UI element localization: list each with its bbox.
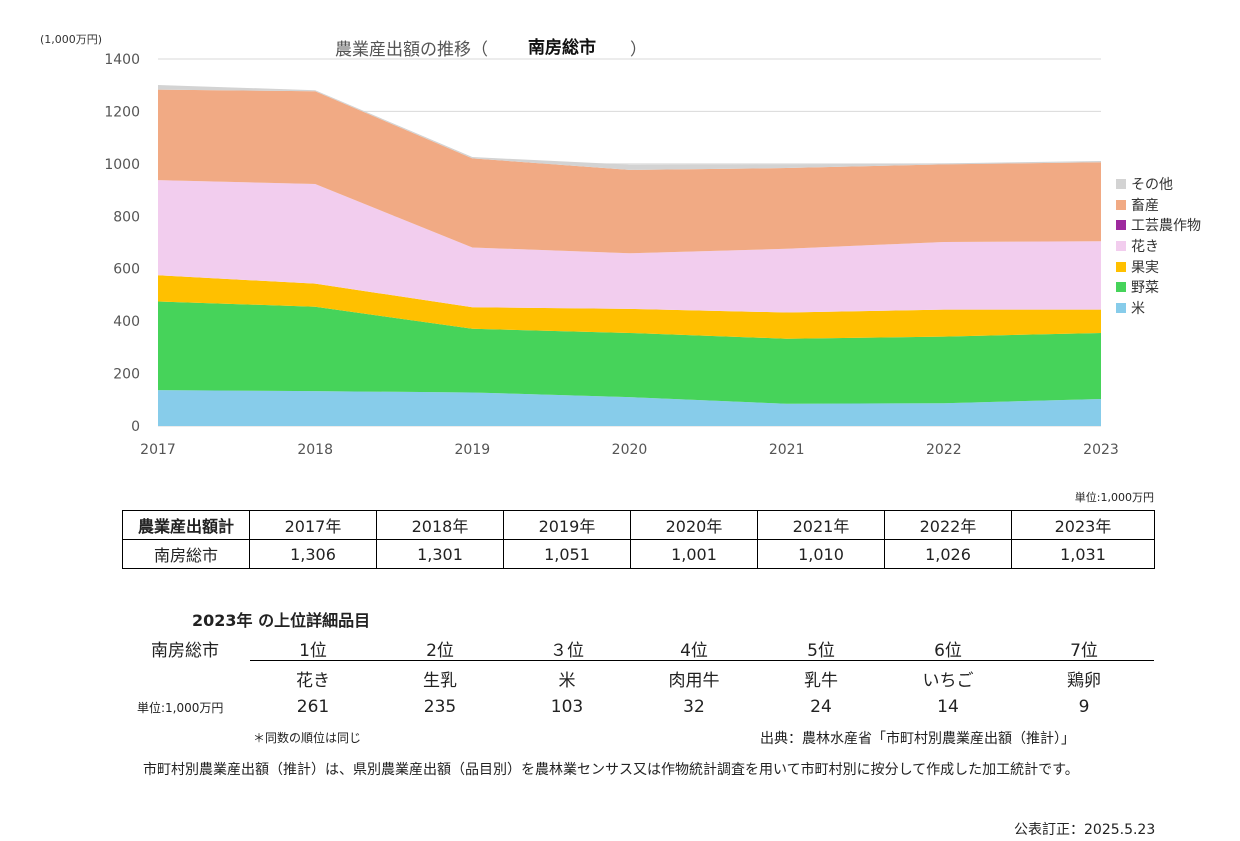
ranking-title: 2023年 の上位詳細品目: [192, 611, 371, 630]
summary-year: 2019年: [503, 510, 631, 540]
summary-value-row: 南房総市 1,306 1,301 1,051 1,001 1,010 1,026…: [122, 539, 1155, 569]
ranking-item: 生乳: [423, 671, 457, 691]
ranking-item: いちご: [922, 671, 974, 691]
ranking-divider: [250, 660, 1154, 661]
chart-title-city: 南房総市: [528, 37, 596, 58]
legend-label: 花き: [1131, 239, 1159, 256]
ranking-rank: ３位: [550, 641, 584, 661]
y-axis-ticks: 0 200 400 600 800 1000 1200 1400: [104, 52, 140, 435]
summary-value: 1,301: [376, 539, 504, 569]
legend-swatch: [1116, 199, 1126, 210]
y-tick-label: 1200: [104, 104, 140, 120]
ranking-rank: 6位: [934, 641, 962, 661]
x-tick-label: 2021: [769, 442, 805, 458]
legend-label: 果実: [1131, 259, 1159, 276]
area-series: [158, 390, 1101, 426]
stacked-areas: [158, 84, 1101, 426]
ranking-value: 14: [937, 697, 959, 717]
legend-swatch: [1116, 241, 1126, 252]
x-tick-label: 2022: [926, 442, 962, 458]
summary-year: 2018年: [376, 510, 504, 540]
ranking-rank: 1位: [299, 641, 327, 661]
ranking-rank: 2位: [426, 641, 454, 661]
summary-table: 農業産出額計 2017年 2018年 2019年 2020年 2021年 202…: [122, 510, 1155, 569]
summary-city: 南房総市: [122, 539, 250, 569]
legend-label: 工芸農作物: [1131, 218, 1201, 235]
x-tick-label: 2020: [612, 442, 648, 458]
legend-item: 花き: [1116, 236, 1201, 257]
ranking-rank: 4位: [680, 641, 708, 661]
legend-swatch: [1116, 282, 1126, 293]
summary-unit: 単位:1,000万円: [1074, 491, 1154, 504]
summary-value: 1,026: [884, 539, 1012, 569]
ranking-note: ＊同数の順位は同じ: [253, 731, 362, 745]
legend-swatch: [1116, 179, 1126, 190]
y-tick-label: 1000: [104, 157, 140, 173]
area-series: [158, 89, 1101, 254]
summary-year: 2023年: [1011, 510, 1155, 540]
ranking-value: 235: [423, 697, 457, 717]
ranking-item: 鶏卵: [1067, 671, 1101, 691]
summary-value: 1,031: [1011, 539, 1155, 569]
legend-item: 野菜: [1116, 277, 1201, 298]
summary-value: 1,051: [503, 539, 631, 569]
y-axis-unit-label: (1,000万円): [40, 33, 102, 46]
area-series: [158, 180, 1101, 313]
x-tick-label: 2019: [455, 442, 491, 458]
x-tick-label: 2018: [297, 442, 333, 458]
ranking-value: 24: [810, 697, 832, 717]
summary-value: 1,306: [249, 539, 377, 569]
published-date: 公表訂正：2025.5.23: [1014, 822, 1156, 838]
legend-label: 米: [1131, 300, 1145, 317]
legend-swatch: [1116, 302, 1126, 313]
legend-label: その他: [1131, 177, 1173, 194]
area-series: [158, 301, 1101, 404]
ranking-rank: 5位: [807, 641, 835, 661]
summary-year: 2017年: [249, 510, 377, 540]
ranking-item: 乳牛: [804, 671, 838, 691]
legend-label: 畜産: [1131, 197, 1159, 214]
summary-value: 1,001: [630, 539, 758, 569]
ranking-item: 花き: [296, 671, 330, 691]
legend-swatch: [1116, 261, 1126, 272]
summary-value: 1,010: [757, 539, 885, 569]
summary-year: 2021年: [757, 510, 885, 540]
ranking-source: 出典：農林水産省「市町村別農業産出額（推計）」: [760, 731, 1075, 747]
chart-title-close: ）: [630, 40, 647, 60]
summary-header-label: 農業産出額計: [122, 510, 250, 540]
legend-item: 果実: [1116, 256, 1201, 277]
ranking-value: 9: [1078, 697, 1090, 717]
ranking-value: 261: [296, 697, 330, 717]
y-tick-label: 600: [113, 262, 140, 278]
ranking-value: 32: [683, 697, 705, 717]
legend-swatch: [1116, 220, 1126, 231]
legend-item: その他: [1116, 174, 1201, 195]
footnote: 市町村別農業産出額（推計）は、県別農業産出額（品目別）を農林業センサス又は作物統…: [143, 762, 1079, 778]
x-axis-ticks: 2017 2018 2019 2020 2021 2022 2023: [140, 442, 1119, 458]
ranking-value: 103: [550, 697, 584, 717]
x-tick-label: 2017: [140, 442, 176, 458]
ranking-city: 南房総市: [151, 641, 219, 661]
y-tick-label: 200: [113, 367, 140, 383]
legend-item: 工芸農作物: [1116, 215, 1201, 236]
y-tick-label: 400: [113, 314, 140, 330]
chart-title: 農業産出額の推移（: [335, 40, 488, 60]
chart-legend: その他畜産工芸農作物花き果実野菜米: [1116, 174, 1201, 318]
summary-year: 2022年: [884, 510, 1012, 540]
x-tick-label: 2023: [1083, 442, 1119, 458]
y-tick-label: 1400: [104, 52, 140, 68]
ranking-unit: 単位:1,000万円: [137, 701, 224, 715]
ranking-item: 米: [558, 671, 576, 691]
legend-item: 米: [1116, 298, 1201, 319]
legend-item: 畜産: [1116, 195, 1201, 216]
y-tick-label: 800: [113, 209, 140, 225]
ranking-item: 肉用牛: [668, 671, 720, 691]
legend-label: 野菜: [1131, 280, 1159, 297]
ranking-rank: 7位: [1070, 641, 1098, 661]
area-series: [158, 275, 1101, 339]
summary-header-row: 農業産出額計 2017年 2018年 2019年 2020年 2021年 202…: [122, 510, 1155, 540]
y-tick-label: 0: [131, 419, 140, 435]
summary-year: 2020年: [630, 510, 758, 540]
